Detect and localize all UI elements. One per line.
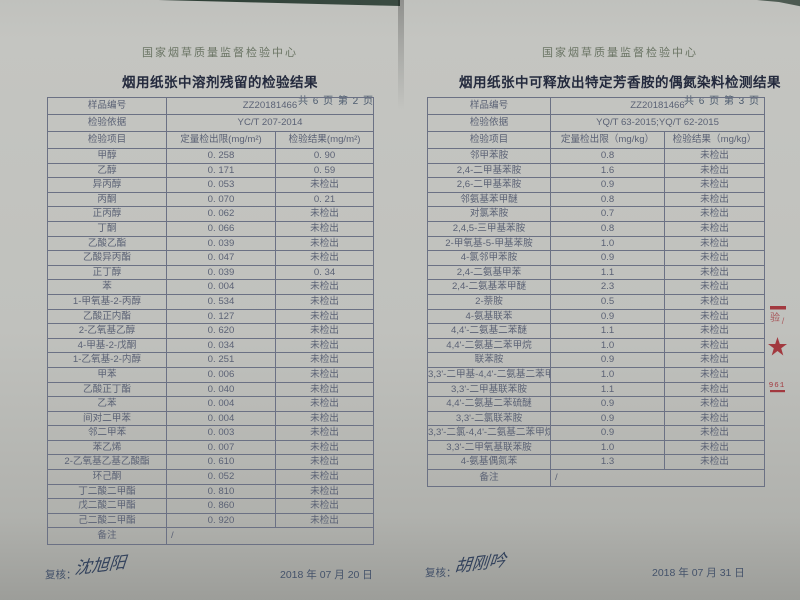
svg-text:961: 961: [769, 382, 786, 390]
svg-text:/: /: [782, 316, 785, 326]
svg-text:验: 验: [770, 311, 780, 324]
